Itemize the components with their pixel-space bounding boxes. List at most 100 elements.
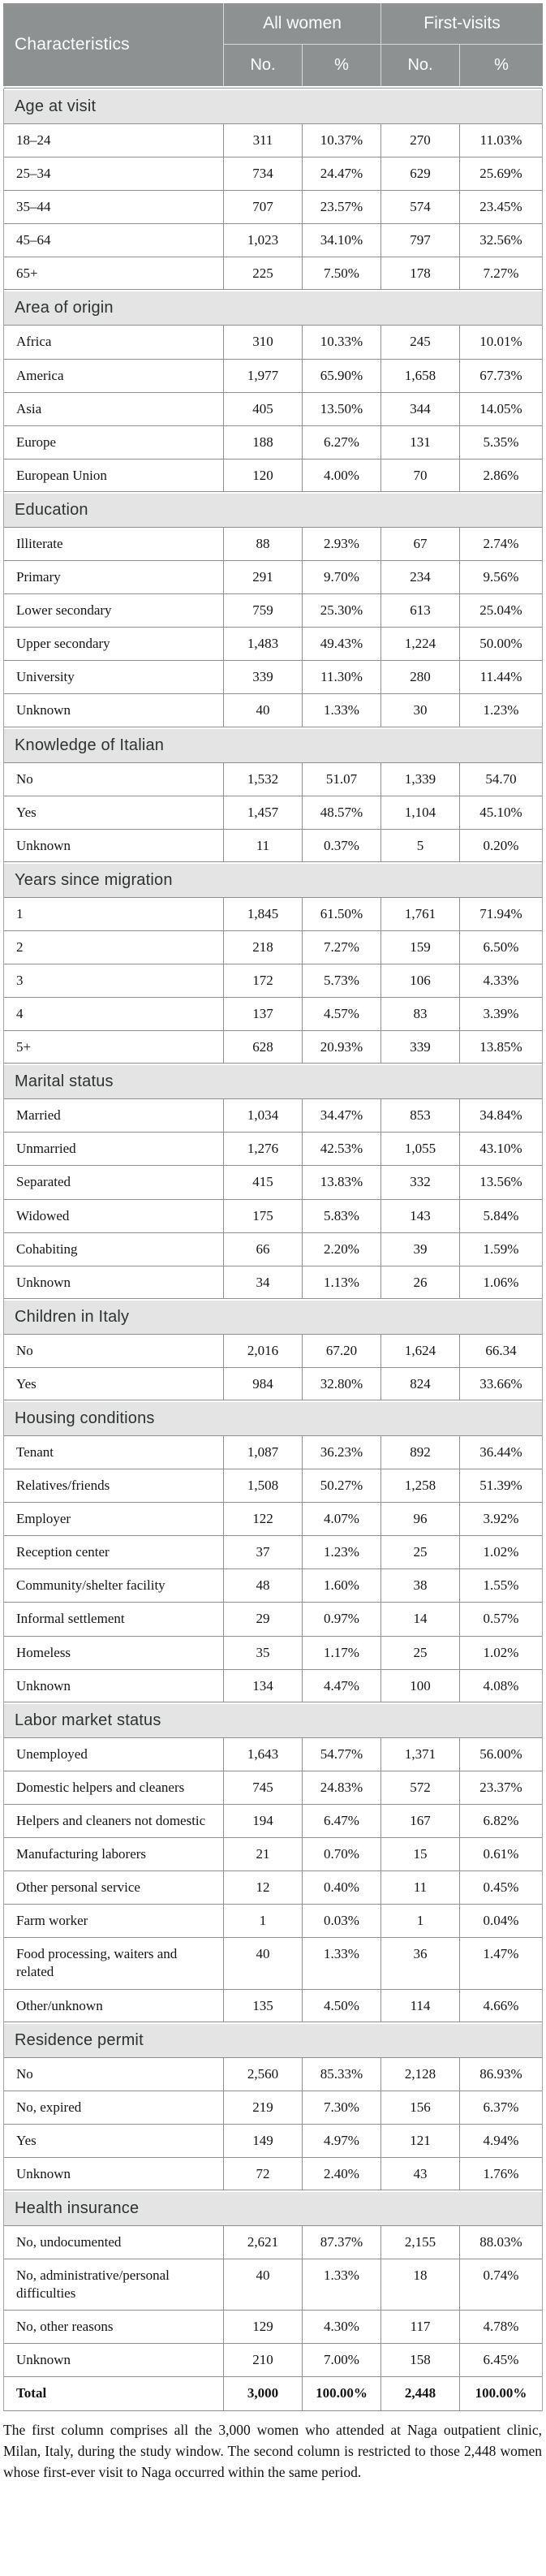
first-visits-pct: 0.61% [459, 1838, 542, 1871]
all-women-no: 48 [223, 1569, 302, 1603]
section-title: Children in Italy [4, 1298, 542, 1334]
header-group-first-visits: First-visits [380, 3, 543, 44]
first-visits-pct: 11.44% [459, 661, 542, 694]
first-visits-no: 824 [380, 1367, 459, 1400]
all-women-no: 291 [223, 561, 302, 594]
all-women-pct: 9.70% [302, 561, 380, 594]
first-visits-no: 5 [380, 829, 459, 862]
first-visits-no: 18 [380, 2259, 459, 2311]
first-visits-pct: 0.45% [459, 1871, 542, 1905]
first-visits-no: 234 [380, 561, 459, 594]
table-row: Manufacturing laborers 21 0.70% 15 0.61% [4, 1837, 542, 1871]
first-visits-pct: 1.02% [459, 1536, 542, 1569]
first-visits-pct: 3.39% [459, 998, 542, 1031]
first-visits-pct: 1.47% [459, 1938, 542, 1989]
first-visits-no: 1,371 [380, 1737, 459, 1771]
first-visits-pct: 2.86% [459, 459, 542, 492]
all-women-no: 11 [223, 829, 302, 862]
all-women-pct: 24.47% [302, 157, 380, 191]
all-women-no: 415 [223, 1166, 302, 1199]
header-characteristics: Characteristics [15, 35, 130, 54]
first-visits-pct: 50.00% [459, 628, 542, 661]
first-visits-no: 797 [380, 224, 459, 257]
first-visits-no: 14 [380, 1603, 459, 1636]
section-title: Residence permit [4, 2022, 542, 2057]
first-visits-pct: 32.56% [459, 224, 542, 257]
row-label: 35–44 [16, 199, 51, 215]
all-women-pct: 4.57% [302, 998, 380, 1031]
row-label: Illiterate [16, 535, 63, 551]
first-visits-pct: 56.00% [459, 1737, 542, 1771]
first-visits-no: 43 [380, 2157, 459, 2190]
table-row: Informal settlement 29 0.97% 14 0.57% [4, 1602, 542, 1636]
all-women-no: 1,087 [223, 1436, 302, 1469]
first-visits-pct: 7.27% [459, 257, 542, 291]
row-label: 25–34 [16, 166, 51, 182]
all-women-no: 72 [223, 2157, 302, 2190]
all-women-no: 134 [223, 1669, 302, 1702]
all-women-no: 1,845 [223, 897, 302, 930]
row-label: 5+ [16, 1039, 32, 1055]
all-women-pct: 7.30% [302, 2091, 380, 2124]
table-row: No, undocumented 2,621 87.37% 2,155 88.03% [4, 2224, 542, 2259]
table-section: Years since migration 1 1,845 61.50% 1,761 71… [4, 861, 542, 1064]
row-label: Informal settlement [16, 1611, 125, 1627]
all-women-pct: 0.40% [302, 1871, 380, 1905]
table-row: Unknown 134 4.47% 100 4.08% [4, 1668, 542, 1702]
row-label: Relatives/friends [16, 1478, 110, 1494]
all-women-no: 1,532 [223, 762, 302, 796]
row-label: Unmarried [16, 1141, 76, 1157]
all-women-no: 984 [223, 1367, 302, 1400]
row-label: Lower secondary [16, 602, 112, 619]
table-row: 5+ 628 20.93% 339 13.85% [4, 1030, 542, 1064]
all-women-pct: 1.13% [302, 1266, 380, 1299]
first-visits-pct: 6.50% [459, 930, 542, 964]
table-row: Upper secondary 1,483 49.43% 1,224 50.00% [4, 627, 542, 661]
total-all-women-no: 3,000 [223, 2377, 302, 2410]
table-row: Unmarried 1,276 42.53% 1,055 43.10% [4, 1132, 542, 1166]
all-women-no: 2,621 [223, 2225, 302, 2259]
all-women-no: 12 [223, 1871, 302, 1905]
table-row: Food processing, waiters and related 40 1.… [4, 1937, 542, 1989]
all-women-no: 1,977 [223, 359, 302, 392]
table-row: No, administrative/personal difficulties… [4, 2259, 542, 2311]
all-women-pct: 48.57% [302, 796, 380, 829]
all-women-pct: 54.77% [302, 1737, 380, 1771]
all-women-no: 175 [223, 1199, 302, 1232]
header-group-all-women: All women [223, 3, 380, 44]
row-label: Reception center [16, 1544, 110, 1560]
first-visits-pct: 54.70 [459, 762, 542, 796]
table-row: Illiterate 88 2.93% 67 2.74% [4, 526, 542, 561]
first-visits-no: 572 [380, 1771, 459, 1804]
first-visits-pct: 6.45% [459, 2344, 542, 2377]
first-visits-no: 280 [380, 661, 459, 694]
row-label: 65+ [16, 265, 38, 282]
table-row: 3 172 5.73% 106 4.33% [4, 963, 542, 998]
first-visits-pct: 0.57% [459, 1603, 542, 1636]
first-visits-pct: 4.66% [459, 1989, 542, 2022]
all-women-no: 210 [223, 2344, 302, 2377]
all-women-pct: 7.27% [302, 930, 380, 964]
all-women-pct: 4.97% [302, 2124, 380, 2157]
first-visits-pct: 1.06% [459, 1266, 542, 1299]
first-visits-no: 25 [380, 1636, 459, 1669]
table-row: Unemployed 1,643 54.77% 1,371 56.00% [4, 1737, 542, 1771]
row-label: Unknown [16, 837, 71, 853]
table-section: Labor market status Unemployed 1,643 54.77%… [4, 1702, 542, 2022]
row-label: No [16, 2065, 33, 2082]
all-women-pct: 10.37% [302, 124, 380, 157]
row-label: Tenant [16, 1444, 54, 1460]
table-row: Unknown 11 0.37% 5 0.20% [4, 828, 542, 862]
first-visits-no: 270 [380, 124, 459, 157]
all-women-pct: 2.40% [302, 2157, 380, 2190]
table-row: Unknown 72 2.40% 43 1.76% [4, 2156, 542, 2190]
row-label: Yes [16, 1375, 37, 1392]
first-visits-pct: 13.85% [459, 1031, 542, 1064]
first-visits-pct: 11.03% [459, 124, 542, 157]
first-visits-pct: 66.34 [459, 1334, 542, 1367]
all-women-pct: 6.47% [302, 1804, 380, 1838]
row-label: Europe [16, 434, 57, 450]
row-label: Community/shelter facility [16, 1577, 166, 1594]
table-section: Children in Italy No 2,016 67.20 1,624 66.34 Y… [4, 1298, 542, 1400]
all-women-pct: 85.33% [302, 2057, 380, 2091]
